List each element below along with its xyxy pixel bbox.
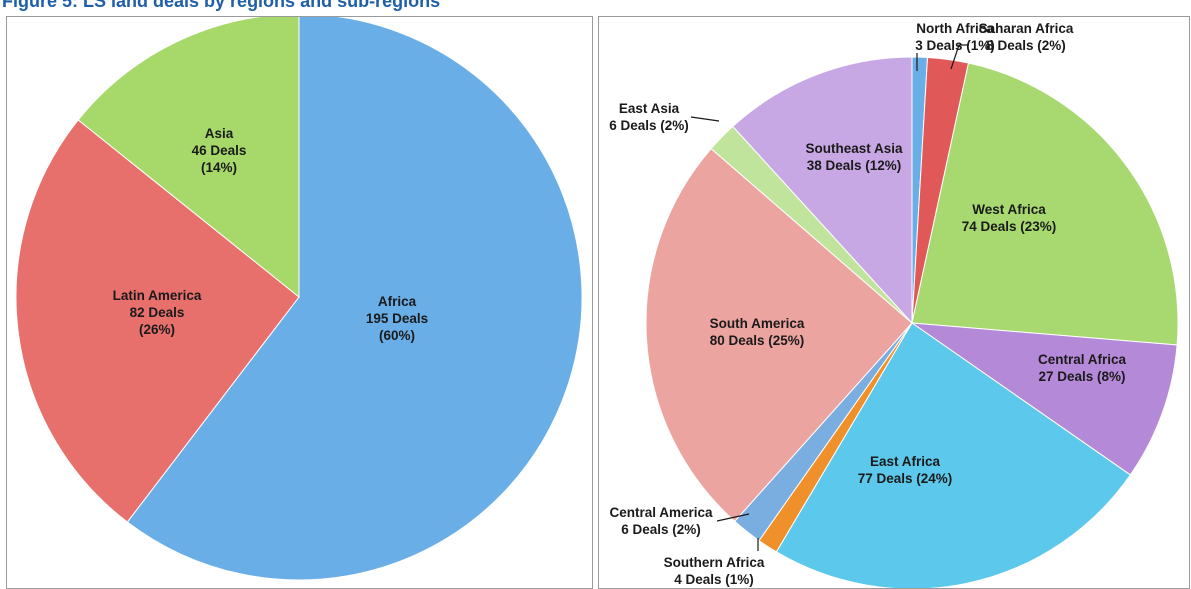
slice-label-west-africa: West Africa 74 Deals (23%) bbox=[962, 202, 1057, 234]
slice-label-southern-africa: Southern Africa 4 Deals (1%) bbox=[664, 555, 765, 587]
slice-label-latin-america: Latin America 82 Deals (26%) bbox=[113, 288, 202, 337]
slice-label-central-africa-line-1: Central Africa bbox=[1038, 352, 1127, 367]
pie-slice-south-america bbox=[645, 147, 913, 523]
slice-label-north-africa-line-2: 3 Deals (1%) bbox=[915, 38, 995, 53]
pie-slice-asia bbox=[77, 17, 300, 299]
pie-slice-central-africa bbox=[910, 322, 1178, 476]
regions-pie-panel: Africa 195 Deals (60%) Latin America 82 Deal… bbox=[6, 16, 593, 589]
slice-label-central-america-line-1: Central America bbox=[609, 505, 713, 520]
leader-east-asia bbox=[690, 116, 720, 122]
slice-label-north-africa: North Africa 3 Deals (1%) bbox=[915, 21, 995, 53]
slice-label-southeast-asia-line-1: Southeast Asia bbox=[805, 141, 903, 156]
slice-label-north-africa-line-1: North Africa bbox=[916, 21, 994, 36]
slice-label-saharan-africa-line-1: Saharan Africa bbox=[979, 21, 1074, 36]
leader-central-america bbox=[716, 513, 750, 522]
slice-label-central-america: Central America 6 Deals (2%) bbox=[609, 505, 713, 537]
figure-title: Figure 5: LS land deals by regions and s… bbox=[2, 0, 441, 11]
slice-label-africa-line-1: Africa bbox=[378, 294, 417, 309]
pie-slice-africa bbox=[126, 17, 583, 581]
slice-label-africa: Africa 195 Deals (60%) bbox=[366, 294, 428, 343]
slice-label-africa-line-2: 195 Deals bbox=[366, 311, 428, 326]
slice-label-asia-line-1: Asia bbox=[205, 126, 234, 141]
slice-label-central-africa: Central Africa 27 Deals (8%) bbox=[1038, 352, 1127, 384]
slice-label-southern-africa-line-2: 4 Deals (1%) bbox=[674, 572, 754, 587]
slice-label-southeast-asia: Southeast Asia 38 Deals (12%) bbox=[805, 141, 903, 173]
leader-saharan-africa bbox=[950, 44, 969, 70]
slice-label-southern-africa-line-1: Southern Africa bbox=[664, 555, 765, 570]
pie-slice-west-africa bbox=[911, 62, 1179, 346]
slice-label-latin-america-line-2: 82 Deals bbox=[130, 305, 185, 320]
slice-label-east-asia-line-1: East Asia bbox=[619, 101, 680, 116]
slice-label-asia-line-3: (14%) bbox=[201, 160, 237, 175]
slice-label-west-africa-line-1: West Africa bbox=[972, 202, 1046, 217]
regions-pie-chart: Africa 195 Deals (60%) Latin America 82 Deal… bbox=[15, 17, 583, 581]
subregions-pie-chart: North Africa 3 Deals (1%) Saharan Africa 8 … bbox=[609, 21, 1179, 588]
slice-label-saharan-africa: Saharan Africa 8 Deals (2%) bbox=[979, 21, 1074, 53]
slice-label-asia-line-2: 46 Deals bbox=[192, 143, 247, 158]
slice-label-east-africa: East Africa 77 Deals (24%) bbox=[858, 454, 953, 486]
pie-slice-southeast-asia bbox=[732, 56, 913, 325]
slice-label-east-africa-line-1: East Africa bbox=[870, 454, 941, 469]
slice-label-east-asia: East Asia 6 Deals (2%) bbox=[609, 101, 689, 133]
slice-label-saharan-africa-line-2: 8 Deals (2%) bbox=[986, 38, 1066, 53]
slice-label-latin-america-line-1: Latin America bbox=[113, 288, 202, 303]
slice-label-asia: Asia 46 Deals (14%) bbox=[192, 126, 247, 175]
slice-label-africa-line-3: (60%) bbox=[379, 328, 415, 343]
slice-label-south-america: South America 80 Deals (25%) bbox=[710, 316, 805, 348]
slice-label-latin-america-line-3: (26%) bbox=[139, 322, 175, 337]
slice-label-east-africa-line-2: 77 Deals (24%) bbox=[858, 471, 953, 486]
pie-slice-east-africa bbox=[775, 322, 1132, 588]
slice-label-central-africa-line-2: 27 Deals (8%) bbox=[1038, 369, 1125, 384]
slice-label-west-africa-line-2: 74 Deals (23%) bbox=[962, 219, 1057, 234]
subregions-pie-panel: North Africa 3 Deals (1%) Saharan Africa 8 … bbox=[598, 16, 1190, 589]
slice-label-southeast-asia-line-2: 38 Deals (12%) bbox=[807, 158, 902, 173]
pie-slice-latin-america bbox=[15, 119, 300, 523]
slice-label-east-asia-line-2: 6 Deals (2%) bbox=[609, 118, 689, 133]
slice-label-south-america-line-2: 80 Deals (25%) bbox=[710, 333, 805, 348]
slice-label-central-america-line-2: 6 Deals (2%) bbox=[621, 522, 701, 537]
slice-label-south-america-line-1: South America bbox=[710, 316, 805, 331]
